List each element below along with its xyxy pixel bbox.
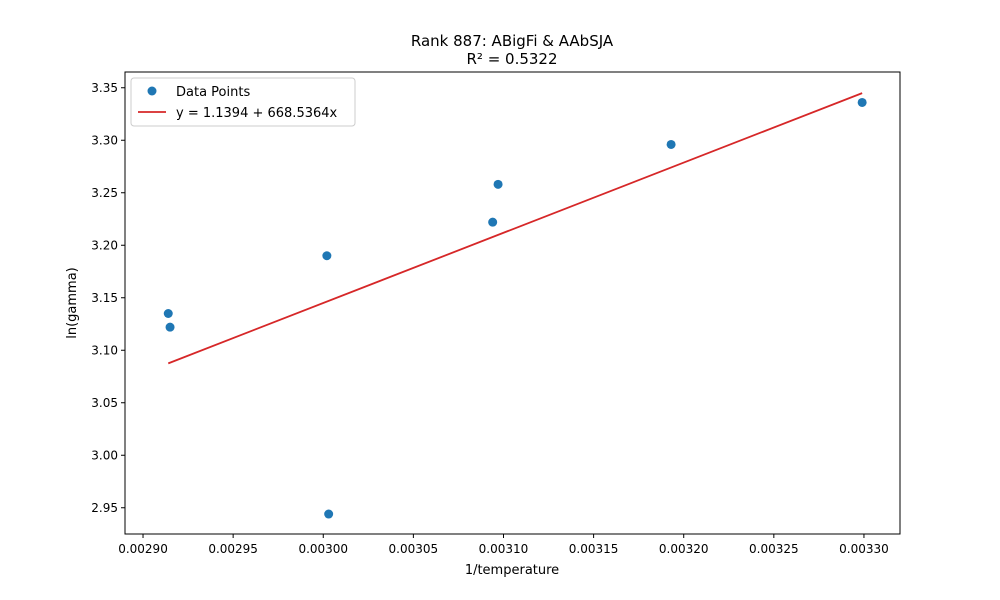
chart-subtitle: R² = 0.5322 — [466, 50, 557, 68]
x-axis: 0.00290 0.00295 0.00300 0.00305 0.00310 0.003… — [118, 534, 889, 556]
x-tick-label: 0.00320 — [659, 542, 709, 556]
y-tick-label: 3.10 — [91, 343, 118, 357]
x-tick-label: 0.00315 — [569, 542, 619, 556]
x-tick-label: 0.00295 — [208, 542, 258, 556]
y-tick-label: 3.30 — [91, 133, 118, 147]
y-tick-label: 3.20 — [91, 238, 118, 252]
data-point — [322, 251, 332, 261]
y-tick-label: 2.95 — [91, 501, 118, 515]
y-tick-label: 3.05 — [91, 396, 118, 410]
data-point — [324, 509, 334, 519]
legend-label-data-points: Data Points — [176, 85, 250, 100]
x-tick-label: 0.00305 — [389, 542, 439, 556]
chart-title: Rank 887: ABigFi & AAbSJA — [411, 32, 614, 50]
legend-box — [130, 77, 356, 127]
y-tick-label: 3.35 — [91, 81, 118, 95]
data-point — [163, 309, 173, 318]
data-point — [488, 217, 498, 227]
data-point — [165, 322, 175, 332]
legend-label-fit-line: y = 1.1394 + 668.5364x — [176, 106, 338, 121]
y-tick-label: 3.25 — [91, 186, 118, 200]
plot-frame — [124, 71, 901, 535]
plot-area — [163, 92, 867, 519]
y-tick-label: 3.15 — [91, 291, 118, 305]
data-point — [857, 97, 867, 107]
y-axis: 2.95 3.00 3.05 3.10 3.15 3.20 3.25 3.30 3.35 — [91, 81, 125, 515]
data-point — [493, 179, 503, 189]
fit-line — [167, 92, 863, 365]
y-axis-label: ln(gamma) — [65, 267, 80, 339]
legend: Data Points y = 1.1394 + 668.5364x — [130, 77, 356, 127]
x-tick-label: 0.00325 — [749, 542, 799, 556]
x-tick-label: 0.00310 — [479, 542, 529, 556]
y-tick-label: 3.00 — [91, 448, 118, 462]
data-point — [666, 139, 676, 149]
x-tick-label: 0.00330 — [839, 542, 889, 556]
legend-marker-data-points — [147, 86, 157, 96]
x-tick-label: 0.00290 — [118, 542, 168, 556]
x-tick-label: 0.00300 — [298, 542, 348, 556]
x-axis-label: 1/temperature — [465, 563, 559, 578]
